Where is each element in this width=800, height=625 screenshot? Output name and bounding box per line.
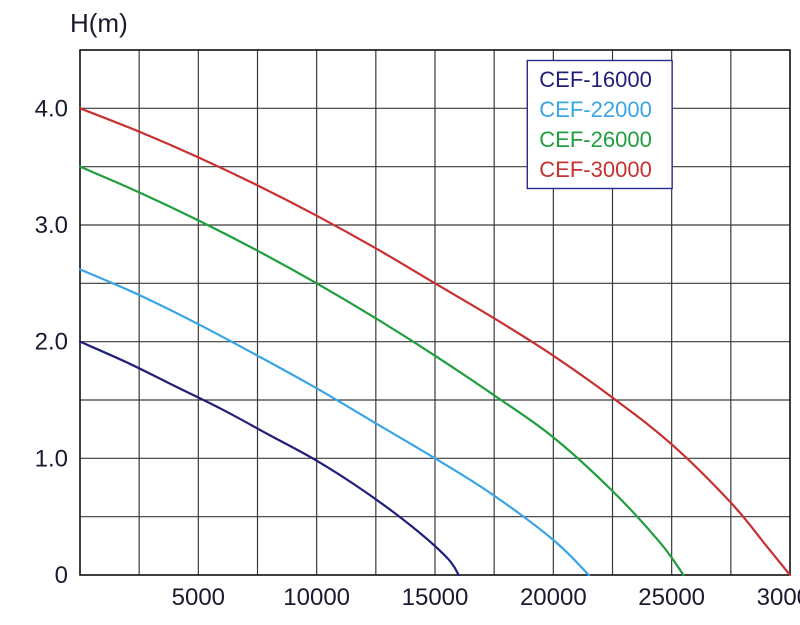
x-tick-label: 5000: [172, 584, 225, 611]
y-tick-label: 0: [55, 562, 68, 589]
x-tick-label: 25000: [638, 584, 705, 611]
y-axis-title: H(m): [70, 8, 128, 38]
legend: CEF-16000 CEF-22000 CEF-26000 CEF-30000: [527, 61, 672, 189]
x-tick-label: 20000: [520, 584, 587, 611]
y-tick-label: 2.0: [35, 329, 68, 356]
y-tick-label: 3.0: [35, 212, 68, 239]
y-tick-label: 1.0: [35, 445, 68, 472]
legend-item-label: CEF-16000: [539, 67, 652, 92]
pump-curve-chart: H(m) 0 1.0 2.0 3.0 4.0 5000 10000 15000 20000 2500…: [0, 0, 800, 625]
chart-svg: H(m) 0 1.0 2.0 3.0 4.0 5000 10000 15000 20000 2500…: [0, 0, 800, 625]
y-tick-label: 4.0: [35, 95, 68, 122]
legend-item-label: CEF-26000: [539, 127, 652, 152]
x-tick-label: 30000: [757, 584, 800, 611]
legend-item-label: CEF-22000: [539, 97, 652, 122]
legend-item-label: CEF-30000: [539, 157, 652, 182]
x-tick-label: 15000: [402, 584, 469, 611]
x-tick-label: 10000: [283, 584, 350, 611]
